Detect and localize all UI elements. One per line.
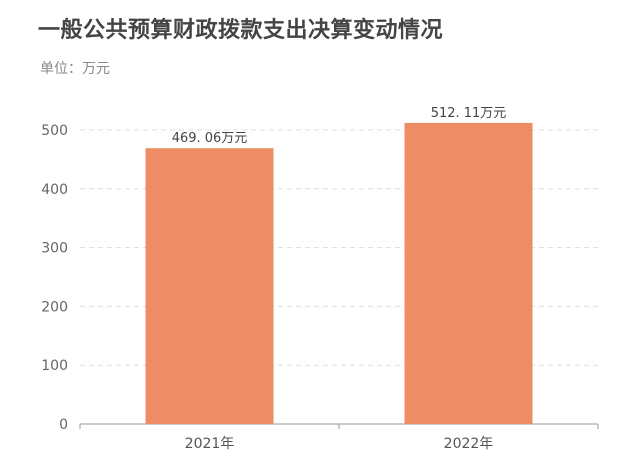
y-tick-label: 100 xyxy=(41,358,68,374)
y-tick-label: 500 xyxy=(41,123,68,139)
chart-unit-label: 单位：万元 xyxy=(40,61,110,77)
bar-value-label: 469. 06万元 xyxy=(172,131,248,146)
bar-value-label: 512. 11万元 xyxy=(431,106,507,121)
chart-title: 一般公共预算财政拨款支出决算变动情况 xyxy=(38,18,444,43)
x-tick-label: 2021年 xyxy=(185,436,235,452)
bar xyxy=(404,122,533,424)
y-tick-label: 0 xyxy=(59,417,68,433)
bar xyxy=(145,148,274,424)
y-tick-label: 400 xyxy=(41,182,68,198)
y-tick-label: 300 xyxy=(41,241,68,257)
y-tick-label: 200 xyxy=(41,299,68,315)
x-tick-label: 2022年 xyxy=(444,436,494,452)
